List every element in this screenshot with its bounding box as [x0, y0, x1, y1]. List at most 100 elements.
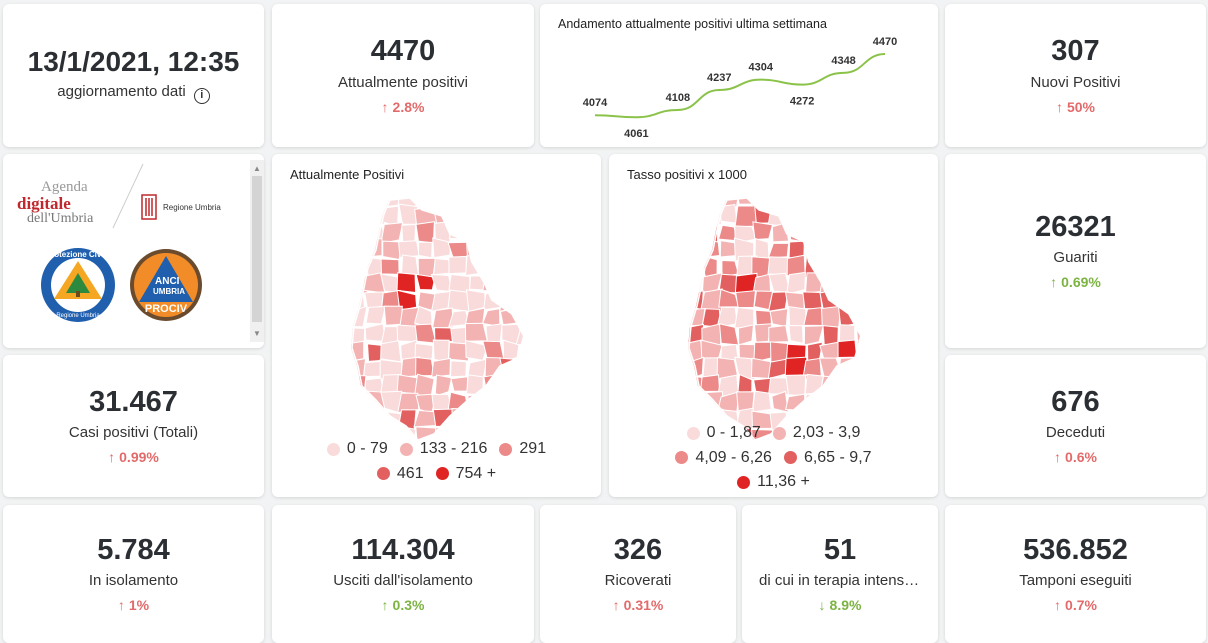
municipality-area[interactable] [465, 255, 487, 277]
municipality-area[interactable] [852, 190, 873, 211]
municipality-area[interactable] [822, 238, 841, 262]
municipality-area[interactable] [415, 273, 436, 291]
municipality-area[interactable] [415, 356, 435, 377]
info-icon[interactable]: i [193, 88, 210, 105]
municipality-area[interactable] [875, 393, 893, 413]
municipality-area[interactable] [533, 192, 551, 204]
municipality-area[interactable] [822, 325, 839, 346]
municipality-area[interactable] [852, 220, 872, 242]
municipality-area[interactable] [516, 239, 538, 257]
municipality-area[interactable] [669, 375, 687, 395]
municipality-area[interactable] [667, 256, 690, 279]
map-tasso[interactable] [609, 190, 938, 450]
municipality-area[interactable] [466, 224, 488, 240]
municipality-area[interactable] [836, 206, 858, 225]
municipality-area[interactable] [502, 257, 519, 277]
municipality-area[interactable] [874, 289, 889, 309]
municipality-area[interactable] [515, 204, 539, 225]
municipality-area[interactable] [788, 208, 804, 226]
municipality-area[interactable] [684, 395, 704, 413]
municipality-area[interactable] [501, 275, 522, 295]
municipality-area[interactable] [520, 344, 534, 359]
municipality-area[interactable] [380, 340, 402, 363]
municipality-area[interactable] [516, 190, 538, 209]
municipality-area[interactable] [836, 275, 860, 296]
municipality-area[interactable] [347, 408, 369, 429]
municipality-area[interactable] [347, 375, 367, 397]
municipality-area[interactable] [485, 204, 502, 225]
municipality-area[interactable] [413, 409, 437, 428]
municipality-area[interactable] [666, 309, 687, 328]
municipality-area[interactable] [396, 272, 417, 294]
municipality-area[interactable] [518, 358, 535, 379]
municipality-area[interactable] [534, 289, 552, 311]
municipality-area[interactable] [380, 222, 404, 245]
municipality-area[interactable] [417, 190, 434, 210]
municipality-area[interactable] [670, 221, 690, 240]
municipality-area[interactable] [802, 190, 823, 210]
municipality-area[interactable] [855, 240, 876, 262]
municipality-area[interactable] [535, 307, 555, 328]
municipality-area[interactable] [483, 373, 504, 394]
map-municipalities[interactable] [329, 190, 556, 450]
municipality-area[interactable] [335, 274, 348, 293]
municipality-area[interactable] [855, 324, 874, 347]
municipality-area[interactable] [536, 223, 553, 240]
municipality-area[interactable] [464, 322, 488, 342]
municipality-area[interactable] [481, 308, 501, 328]
municipality-area[interactable] [396, 289, 418, 311]
municipality-area[interactable] [467, 203, 487, 226]
municipality-area[interactable] [498, 373, 522, 398]
municipality-area[interactable] [836, 375, 858, 397]
municipality-area[interactable] [448, 341, 470, 362]
municipality-area[interactable] [684, 203, 704, 225]
municipality-area[interactable] [821, 257, 842, 278]
municipality-area[interactable] [788, 325, 804, 344]
municipality-area[interactable] [803, 204, 825, 222]
municipality-area[interactable] [483, 221, 503, 243]
municipality-area[interactable] [875, 242, 891, 261]
municipality-area[interactable] [397, 392, 420, 414]
municipality-area[interactable] [500, 411, 523, 432]
municipality-area[interactable] [874, 325, 891, 343]
municipality-area[interactable] [450, 376, 469, 392]
municipality-area[interactable] [515, 407, 538, 429]
municipality-area[interactable] [853, 393, 874, 411]
municipality-area[interactable] [856, 205, 874, 226]
municipality-area[interactable] [498, 190, 521, 211]
municipality-area[interactable] [380, 390, 403, 414]
municipality-area[interactable] [448, 255, 468, 275]
municipality-area[interactable] [819, 191, 843, 210]
municipality-area[interactable] [738, 324, 755, 346]
municipality-area[interactable] [538, 238, 551, 257]
municipality-area[interactable] [534, 276, 552, 292]
municipality-area[interactable] [466, 408, 486, 431]
municipality-area[interactable] [768, 324, 790, 343]
municipality-area[interactable] [668, 190, 689, 210]
municipality-area[interactable] [753, 323, 773, 343]
municipality-area[interactable] [685, 256, 703, 277]
municipality-area[interactable] [500, 204, 521, 226]
municipality-area[interactable] [349, 258, 368, 278]
municipality-area[interactable] [332, 294, 352, 312]
municipality-area[interactable] [870, 376, 893, 393]
municipality-area[interactable] [397, 240, 420, 259]
municipality-area[interactable] [498, 291, 523, 313]
municipality-area[interactable] [801, 393, 825, 412]
municipality-area[interactable] [768, 291, 789, 312]
municipality-area[interactable] [363, 238, 383, 258]
municipality-area[interactable] [767, 242, 790, 259]
scroll-thumb[interactable] [252, 176, 262, 322]
municipality-area[interactable] [481, 390, 501, 414]
municipality-area[interactable] [515, 373, 538, 395]
municipality-area[interactable] [516, 272, 538, 295]
municipality-area[interactable] [802, 291, 823, 310]
municipality-area[interactable] [771, 390, 789, 413]
municipality-area[interactable] [330, 256, 350, 275]
municipality-area[interactable] [498, 220, 521, 241]
municipality-area[interactable] [330, 393, 352, 413]
municipality-area[interactable] [482, 241, 503, 260]
municipality-area[interactable] [450, 203, 472, 227]
municipality-area[interactable] [786, 271, 806, 296]
municipality-area[interactable] [669, 340, 689, 364]
